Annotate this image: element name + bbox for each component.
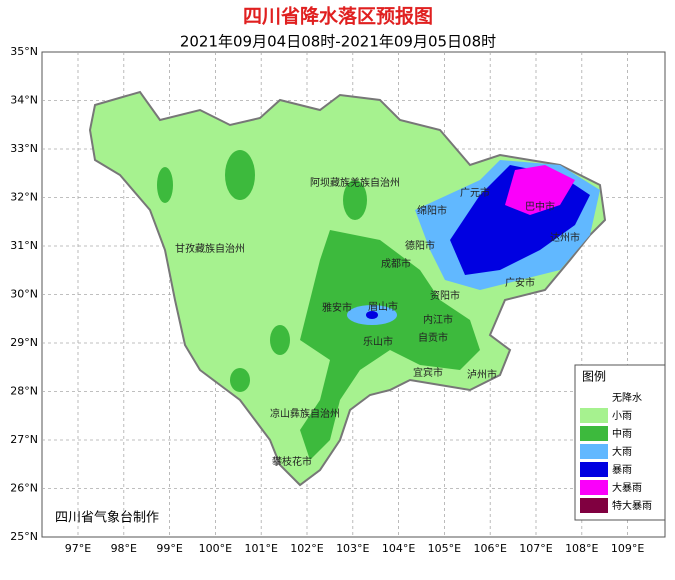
lat-label: 29°N [10,336,38,349]
lat-label: 35°N [10,45,38,58]
lat-label: 27°N [10,433,38,446]
legend-swatch [580,426,608,441]
lon-label: 102°E [290,542,323,555]
region-label: 攀枝花市 [272,455,312,468]
region-label: 眉山市 [368,300,398,313]
region-label: 乐山市 [363,335,393,348]
region-label: 甘孜藏族自治州 [175,242,245,255]
region-label: 自贡市 [418,331,448,344]
lon-label: 107°E [519,542,552,555]
legend-swatch [580,498,608,513]
legend-label: 大雨 [612,445,632,458]
lon-label: 108°E [565,542,598,555]
region-label: 凉山彝族自治州 [270,407,340,420]
legend-swatch [580,462,608,477]
region-label: 德阳市 [405,239,435,252]
legend-swatch [580,480,608,495]
lat-label: 30°N [10,288,38,301]
lon-label: 99°E [156,542,182,555]
region-label: 巴中市 [525,200,555,213]
legend-swatch [580,408,608,423]
legend-swatch [580,444,608,459]
lat-label: 26°N [10,482,38,495]
torrential-rain [505,165,575,215]
lon-label: 103°E [336,542,369,555]
region-label: 达州市 [550,231,580,244]
map-subtitle: 2021年09月04日08时-2021年09月05日08时 [180,33,496,51]
lon-label: 105°E [428,542,461,555]
region-label: 雅安市 [322,301,352,314]
region-label: 泸州市 [467,368,497,381]
region-label: 绵阳市 [417,204,447,217]
legend-title: 图例 [582,370,606,384]
region-label: 内江市 [423,313,453,326]
region-label: 广安市 [505,276,535,289]
lon-label: 101°E [244,542,277,555]
legend-label: 大暴雨 [612,481,642,494]
region-label: 宜宾市 [413,366,443,379]
region-label: 资阳市 [430,289,460,302]
region-label: 阿坝藏族羌族自治州 [310,176,400,189]
lat-label: 28°N [10,385,38,398]
lon-label: 109°E [611,542,644,555]
legend-swatch [580,390,608,405]
legend-label: 小雨 [612,410,632,422]
lon-label: 98°E [111,542,137,555]
lon-label: 104°E [382,542,415,555]
lat-label: 34°N [10,94,38,107]
rainstorm [366,311,378,319]
lon-label: 97°E [65,542,91,555]
legend-label: 无降水 [612,391,642,404]
lat-label: 31°N [10,239,38,252]
region-label: 广元市 [460,186,490,199]
lat-label: 25°N [10,530,38,543]
moderate-rain [157,150,480,460]
legend-label: 特大暴雨 [612,499,652,512]
map-title: 四川省降水落区预报图 [243,5,433,28]
region-label: 成都市 [381,257,411,270]
lat-label: 33°N [10,142,38,155]
lon-label: 100°E [199,542,232,555]
legend-label: 暴雨 [612,464,632,476]
credit: 四川省气象台制作 [55,510,159,526]
lon-label: 106°E [473,542,506,555]
legend-label: 中雨 [612,427,632,440]
lat-label: 32°N [10,191,38,204]
